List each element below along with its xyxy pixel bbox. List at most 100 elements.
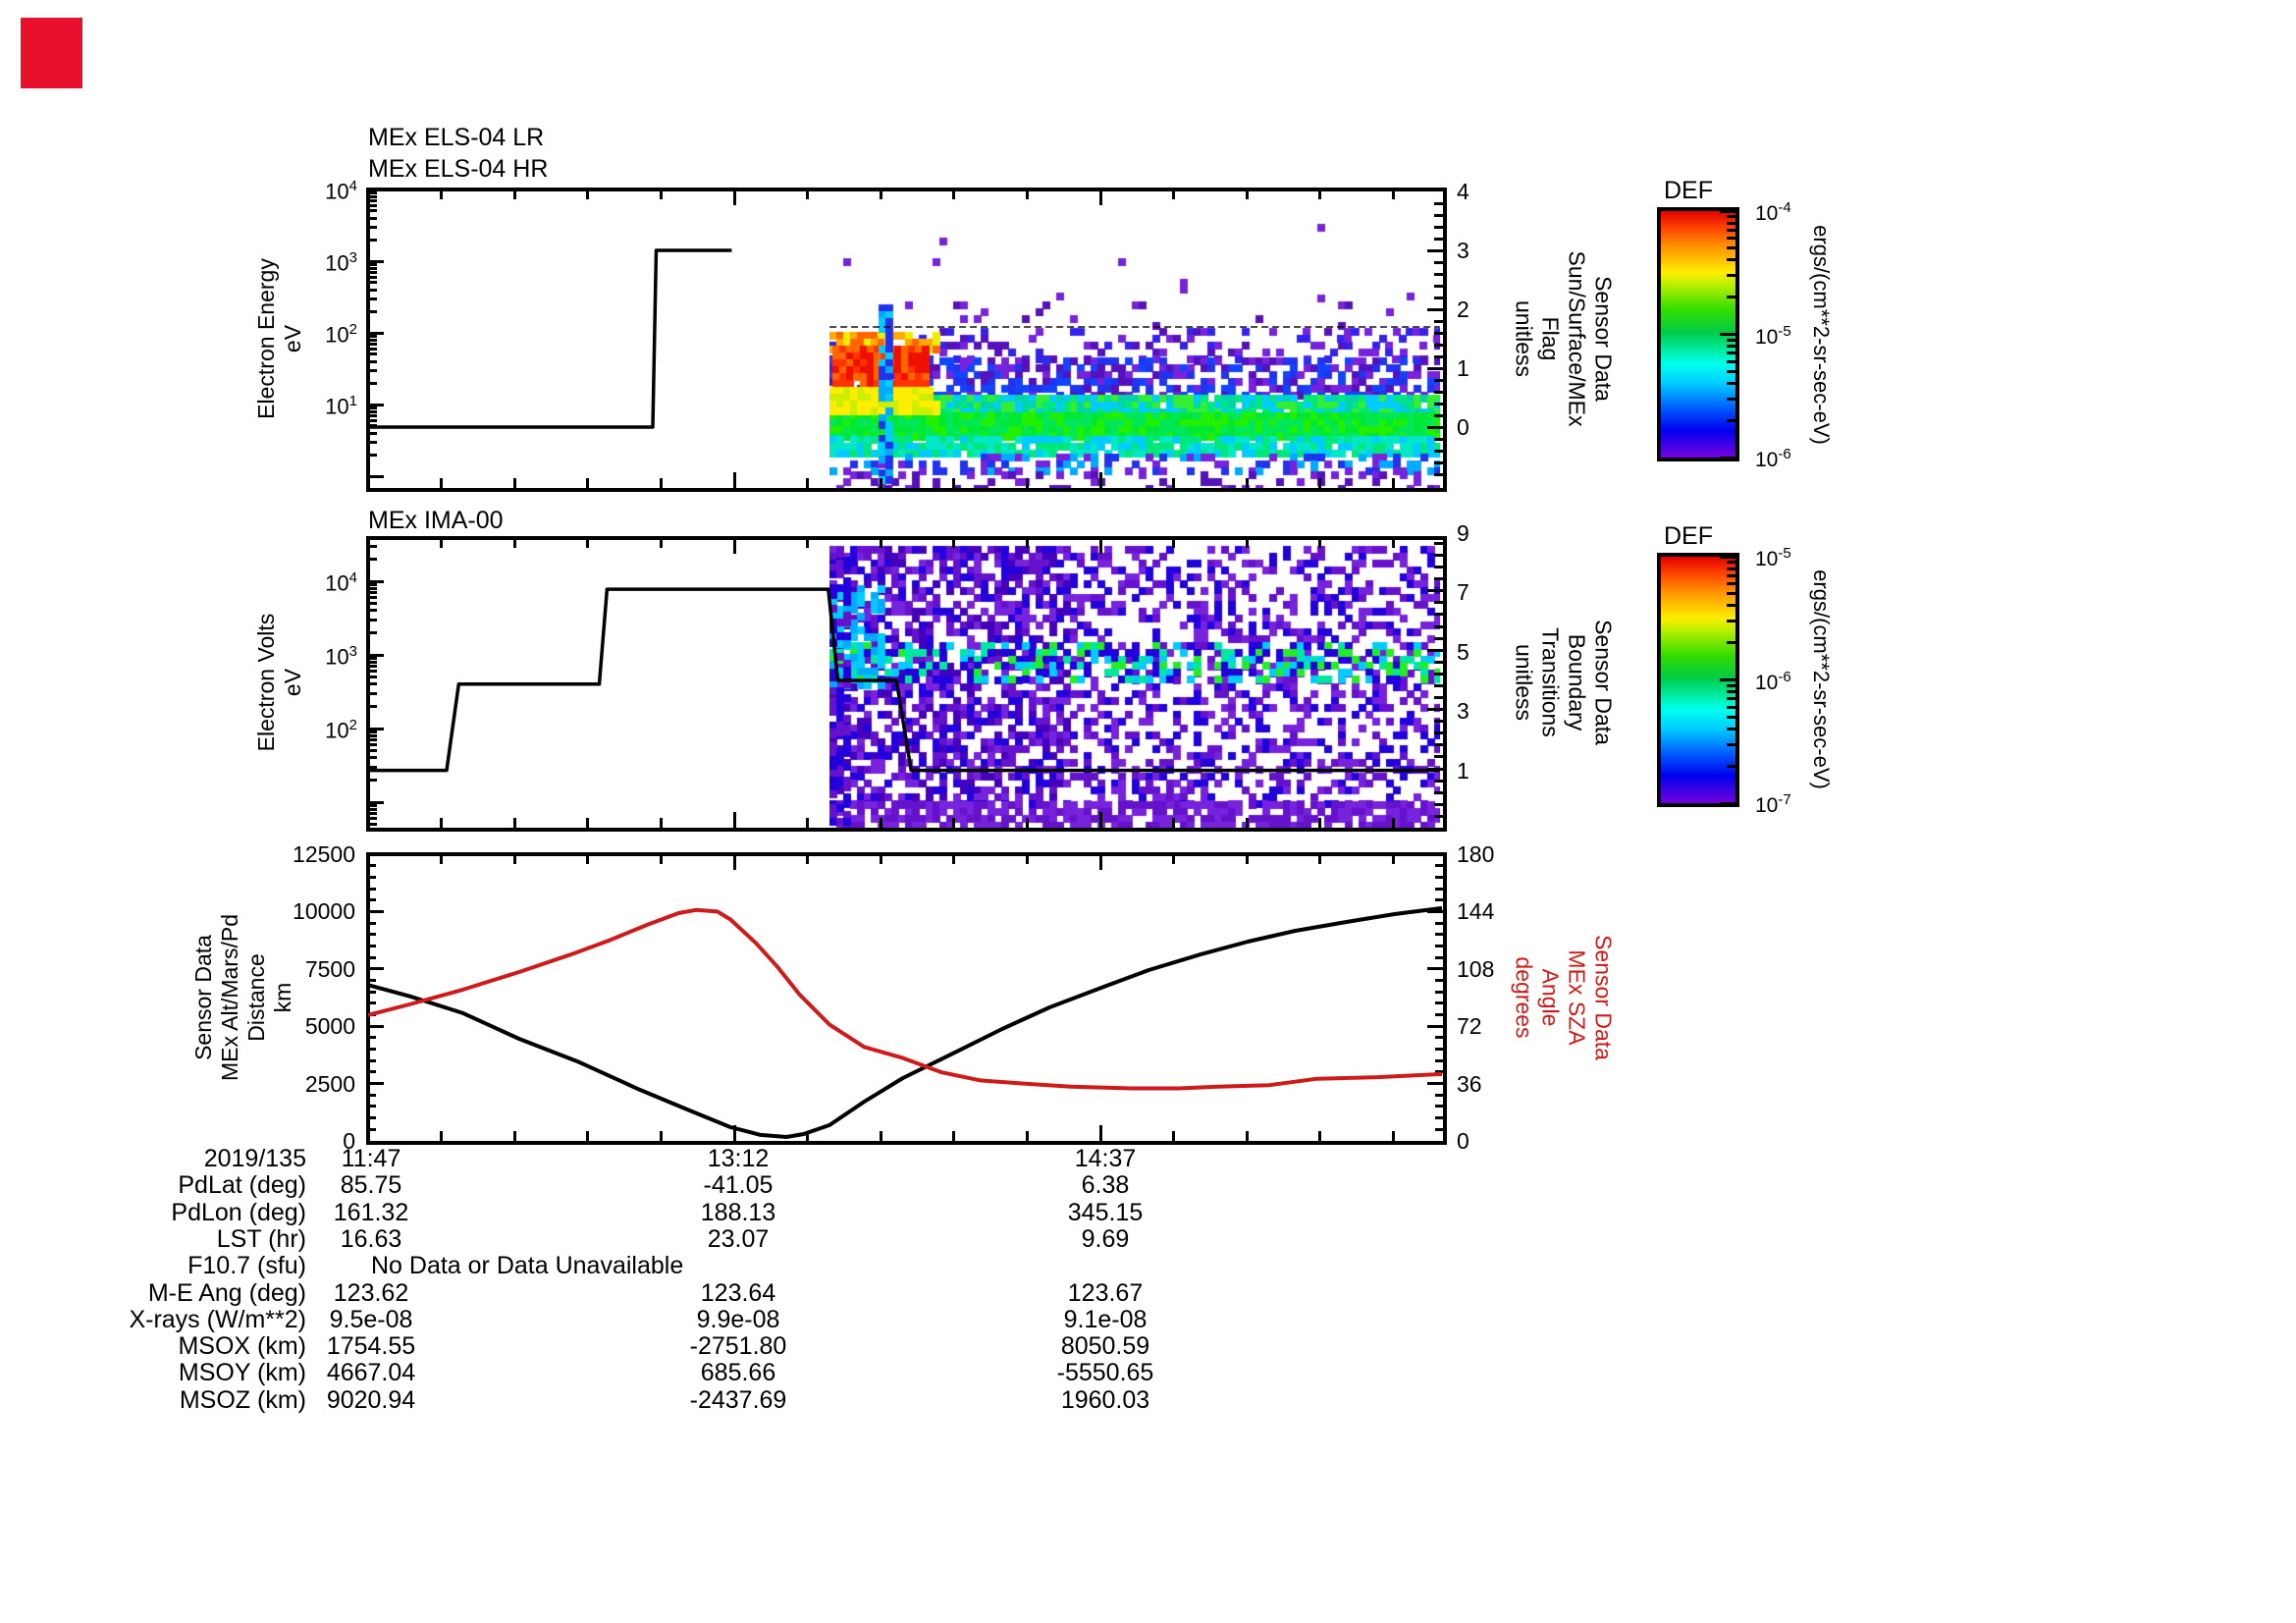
tick-mark xyxy=(1098,189,1102,205)
tick-mark xyxy=(732,189,736,205)
tick-mark xyxy=(1391,818,1395,828)
tick-mark xyxy=(368,727,384,730)
tick-mark xyxy=(368,194,377,198)
tick-mark xyxy=(1427,909,1443,913)
table-cell: 11:47 xyxy=(341,1145,401,1172)
tick-mark xyxy=(512,478,516,488)
tick-mark xyxy=(368,1093,376,1097)
tick-mark xyxy=(952,538,956,548)
tick-mark xyxy=(879,854,882,864)
tick-mark xyxy=(1025,818,1029,828)
tick-mark xyxy=(368,704,377,708)
table-cell: 161.32 xyxy=(333,1198,409,1226)
tick-mark xyxy=(512,1131,516,1141)
tick-mark xyxy=(1434,566,1443,569)
tick-mark xyxy=(368,743,377,747)
tick-mark xyxy=(1427,1024,1443,1028)
tick-mark xyxy=(368,1036,376,1040)
tick-mark xyxy=(1434,272,1443,276)
table-row-label: MSOX (km) xyxy=(178,1332,306,1361)
tick-mark xyxy=(1025,1131,1029,1141)
colorbar-tick xyxy=(1727,620,1735,623)
tick-mark xyxy=(1434,541,1443,545)
tick-mark xyxy=(1434,449,1443,453)
tick-mark xyxy=(1434,472,1443,476)
tick-mark xyxy=(1434,201,1443,205)
tick-mark xyxy=(368,288,377,292)
tick-mark xyxy=(368,582,377,586)
tick-mark xyxy=(1434,225,1443,229)
tick-mark xyxy=(368,557,377,561)
tick-mark xyxy=(1318,818,1322,828)
panel1-yleft-tick: 104 xyxy=(325,178,357,204)
tick-mark xyxy=(368,403,384,406)
colorbar-tick xyxy=(1727,727,1735,730)
panel3-yright-tick: 144 xyxy=(1457,898,1495,925)
colorbar2-title: DEF xyxy=(1664,522,1713,550)
tick-mark xyxy=(1427,967,1443,971)
tick-mark xyxy=(732,1125,736,1141)
tick-mark xyxy=(368,1082,384,1086)
tick-mark xyxy=(368,682,377,686)
tick-mark xyxy=(1435,1058,1443,1062)
tick-mark xyxy=(368,381,377,385)
table-cell: -41.05 xyxy=(703,1171,774,1200)
table-cell: 188.13 xyxy=(700,1198,776,1226)
tick-mark xyxy=(1245,189,1249,199)
tick-mark xyxy=(368,259,384,263)
colorbar-tick xyxy=(1727,246,1735,250)
colorbar-tick xyxy=(1727,215,1735,219)
tick-mark xyxy=(368,875,376,879)
tick-mark xyxy=(368,733,377,737)
tick-mark xyxy=(368,409,377,413)
tick-mark xyxy=(368,812,377,816)
tick-mark xyxy=(1435,1036,1443,1040)
tick-mark xyxy=(368,281,377,285)
tick-mark xyxy=(1172,538,1176,548)
tick-mark xyxy=(806,478,810,488)
tick-mark xyxy=(440,1131,444,1141)
tick-mark xyxy=(1434,755,1443,759)
tick-mark xyxy=(368,1001,376,1005)
table-row-label: F10.7 (sfu) xyxy=(187,1252,306,1280)
tick-mark xyxy=(368,909,384,913)
tick-mark xyxy=(368,238,377,242)
tick-mark xyxy=(368,665,377,669)
tick-mark xyxy=(732,812,736,828)
table-cell: 23.07 xyxy=(707,1224,770,1253)
tick-mark xyxy=(1435,1013,1443,1017)
tick-mark xyxy=(586,189,590,199)
tick-mark xyxy=(1434,696,1443,700)
colorbar-tick xyxy=(1727,418,1735,422)
tick-mark xyxy=(1245,854,1249,864)
tick-mark xyxy=(368,331,384,335)
tick-mark xyxy=(368,618,377,622)
tick-mark xyxy=(1245,478,1249,488)
tick-mark xyxy=(732,854,736,870)
colorbar-tick-label: 10-5 xyxy=(1755,545,1791,570)
tick-mark xyxy=(368,334,377,338)
tick-mark xyxy=(1391,538,1395,548)
table-cell: 14:37 xyxy=(1074,1145,1137,1172)
panel2-yright-tick: 5 xyxy=(1457,638,1469,665)
panel3-yright-tick: 108 xyxy=(1457,955,1495,982)
table-cell: 4667.04 xyxy=(326,1359,416,1387)
tick-mark xyxy=(1434,790,1443,794)
tick-mark xyxy=(1427,425,1443,429)
tick-mark xyxy=(1318,538,1322,548)
tick-mark xyxy=(1434,743,1443,747)
colorbar-tick xyxy=(1727,221,1735,225)
tick-mark xyxy=(368,347,377,351)
tick-mark xyxy=(586,1131,590,1141)
panel1-title-line1: MEx ELS-04 LR xyxy=(368,124,545,151)
tick-mark xyxy=(368,817,377,821)
tick-mark xyxy=(368,586,377,590)
tick-mark xyxy=(586,818,590,828)
tick-mark xyxy=(1427,589,1443,593)
tick-mark xyxy=(1435,933,1443,937)
colorbar-tick xyxy=(1720,555,1735,559)
tick-mark xyxy=(1434,720,1443,724)
table-cell: 345.15 xyxy=(1067,1198,1144,1226)
panel1-yleft-tick: 101 xyxy=(325,393,357,419)
